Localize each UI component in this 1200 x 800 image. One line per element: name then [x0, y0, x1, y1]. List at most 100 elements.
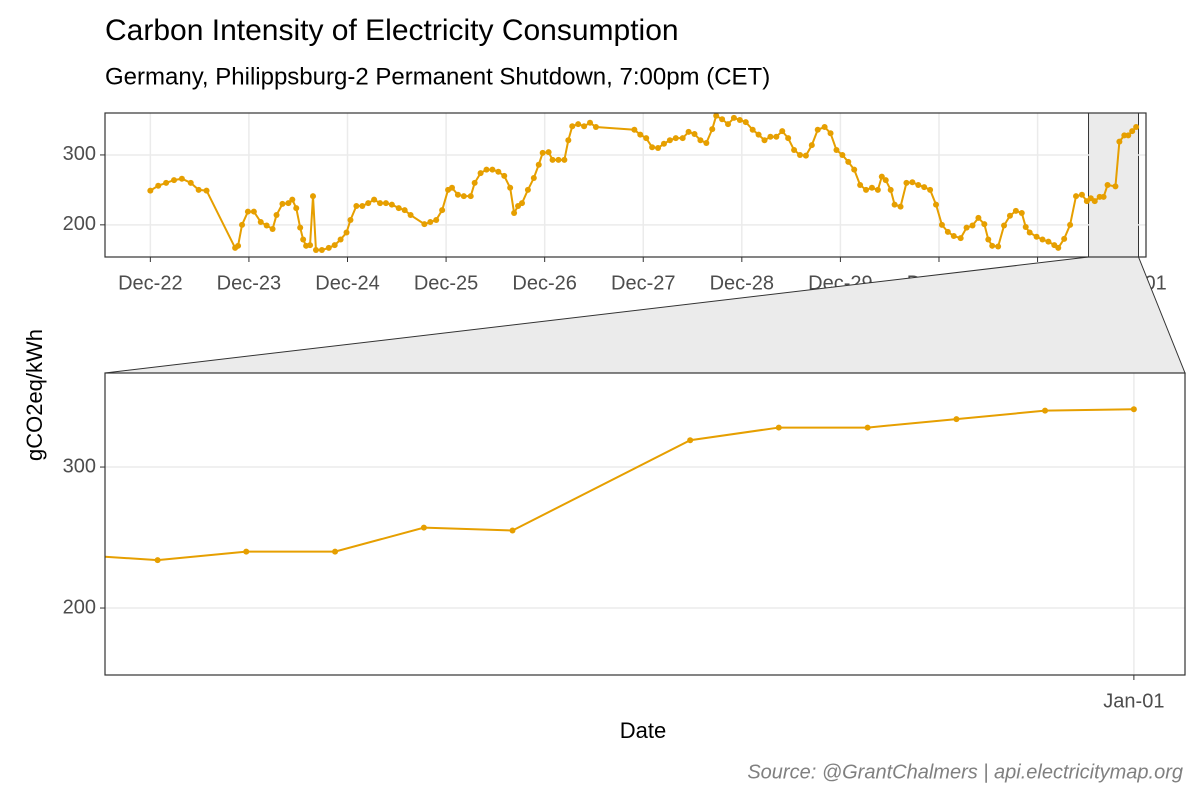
point: [1061, 235, 1068, 242]
point: [581, 123, 588, 130]
point: [359, 202, 366, 209]
point: [1033, 233, 1040, 240]
point: [1104, 182, 1111, 188]
point: [995, 243, 1002, 250]
point: [909, 179, 916, 186]
point: [421, 221, 428, 228]
x-tick-label: Dec-22: [118, 272, 182, 294]
point: [775, 424, 782, 431]
point: [477, 170, 484, 177]
point: [950, 233, 957, 240]
point: [401, 207, 408, 214]
x-tick-label: Dec-27: [611, 272, 675, 294]
y-tick-label: 200: [63, 596, 96, 618]
point: [891, 201, 898, 208]
point: [1001, 222, 1008, 229]
series: [105, 406, 1137, 564]
point: [565, 137, 572, 144]
point: [736, 116, 743, 123]
point: [420, 524, 427, 531]
x-tick-label: Dec-24: [315, 272, 379, 294]
point: [312, 247, 319, 254]
point: [649, 144, 656, 151]
point: [279, 200, 286, 207]
point: [1129, 128, 1136, 135]
point: [495, 168, 502, 175]
point: [0, 123, 3, 129]
point: [273, 212, 280, 219]
point: [749, 126, 756, 133]
point: [857, 182, 864, 188]
x-tick-label: Dec-23: [217, 272, 281, 294]
point: [269, 226, 276, 233]
point: [337, 236, 344, 243]
point: [685, 128, 692, 135]
point: [187, 179, 194, 186]
point: [874, 186, 881, 193]
point: [1112, 183, 1119, 190]
panel-background: [105, 113, 1146, 257]
point: [755, 131, 762, 138]
point: [235, 242, 242, 249]
point: [535, 161, 542, 168]
point: [1042, 407, 1049, 414]
point: [154, 557, 161, 564]
point: [243, 548, 250, 555]
point: [1012, 207, 1019, 214]
y-tick-label: 300: [63, 143, 96, 165]
point: [981, 221, 988, 228]
point: [539, 149, 546, 156]
point: [325, 244, 332, 251]
point: [713, 113, 720, 119]
point: [239, 221, 246, 228]
point: [518, 200, 525, 207]
point: [331, 242, 338, 249]
point: [821, 123, 828, 130]
point: [903, 179, 910, 186]
point: [549, 156, 556, 163]
point: [938, 221, 945, 228]
point: [666, 137, 673, 144]
y-tick-label: 300: [63, 455, 96, 477]
point: [307, 242, 314, 249]
point: [1045, 238, 1052, 245]
point: [524, 186, 531, 193]
point: [845, 158, 852, 165]
series: [0, 113, 1140, 254]
point: [388, 201, 395, 208]
point: [171, 177, 178, 184]
point: [944, 228, 951, 235]
point: [509, 527, 516, 534]
point: [293, 205, 300, 212]
point: [643, 135, 650, 142]
point: [833, 147, 840, 154]
point: [1073, 193, 1080, 200]
point: [555, 156, 562, 163]
chart-title: Carbon Intensity of Electricity Consumpt…: [105, 14, 679, 47]
point: [864, 424, 871, 431]
point: [1078, 191, 1085, 198]
point: [969, 222, 976, 229]
point: [687, 437, 694, 444]
point: [1026, 229, 1033, 236]
point: [679, 135, 686, 142]
point: [985, 236, 992, 243]
x-axis-label: Date: [620, 718, 666, 743]
point: [371, 196, 378, 203]
point: [530, 175, 537, 182]
point: [1091, 198, 1098, 205]
point: [975, 214, 982, 221]
y-tick-label: 200: [63, 213, 96, 235]
point: [332, 548, 339, 555]
point: [963, 224, 970, 231]
panel-border: [104, 372, 1186, 676]
point: [1022, 223, 1029, 230]
point: [709, 126, 716, 133]
point: [439, 207, 446, 214]
point: [897, 203, 904, 210]
point: [460, 193, 467, 200]
panel-background: [105, 373, 1185, 675]
point: [672, 135, 679, 142]
point: [802, 152, 809, 159]
point: [163, 179, 170, 186]
